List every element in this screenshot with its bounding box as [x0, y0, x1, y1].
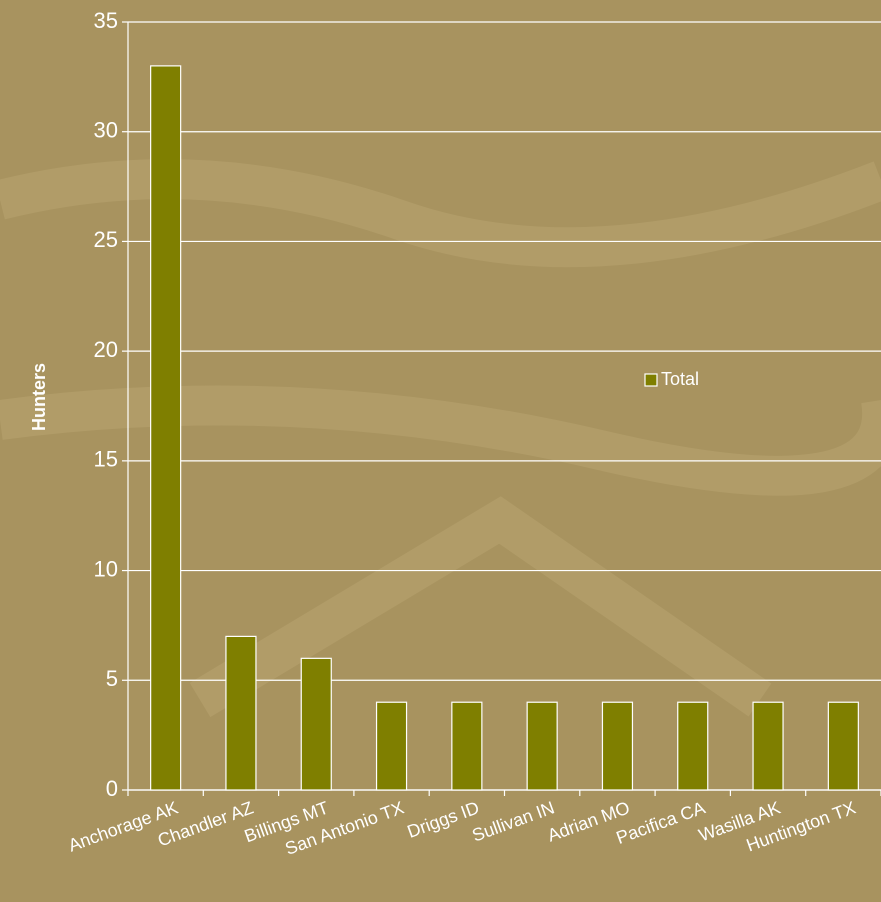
bar	[150, 65, 182, 791]
y-tick-label: 30	[94, 118, 118, 143]
y-tick-label: 35	[94, 8, 118, 33]
y-axis-label: Hunters	[29, 363, 49, 431]
y-tick-label: 5	[106, 666, 118, 691]
bar	[225, 635, 257, 791]
legend-swatch	[644, 373, 658, 387]
y-tick-label: 15	[94, 447, 118, 472]
bar	[677, 701, 709, 791]
bar	[752, 701, 784, 791]
bar	[526, 701, 558, 791]
bar	[601, 701, 634, 791]
y-tick-label: 10	[94, 556, 118, 581]
y-tick-label: 0	[106, 776, 118, 801]
bar	[300, 657, 332, 791]
y-tick-label: 25	[94, 227, 118, 252]
bar	[451, 701, 483, 791]
legend-label: Total	[661, 369, 699, 389]
y-tick-label: 20	[94, 337, 118, 362]
bar	[827, 701, 859, 791]
bar	[375, 701, 408, 791]
